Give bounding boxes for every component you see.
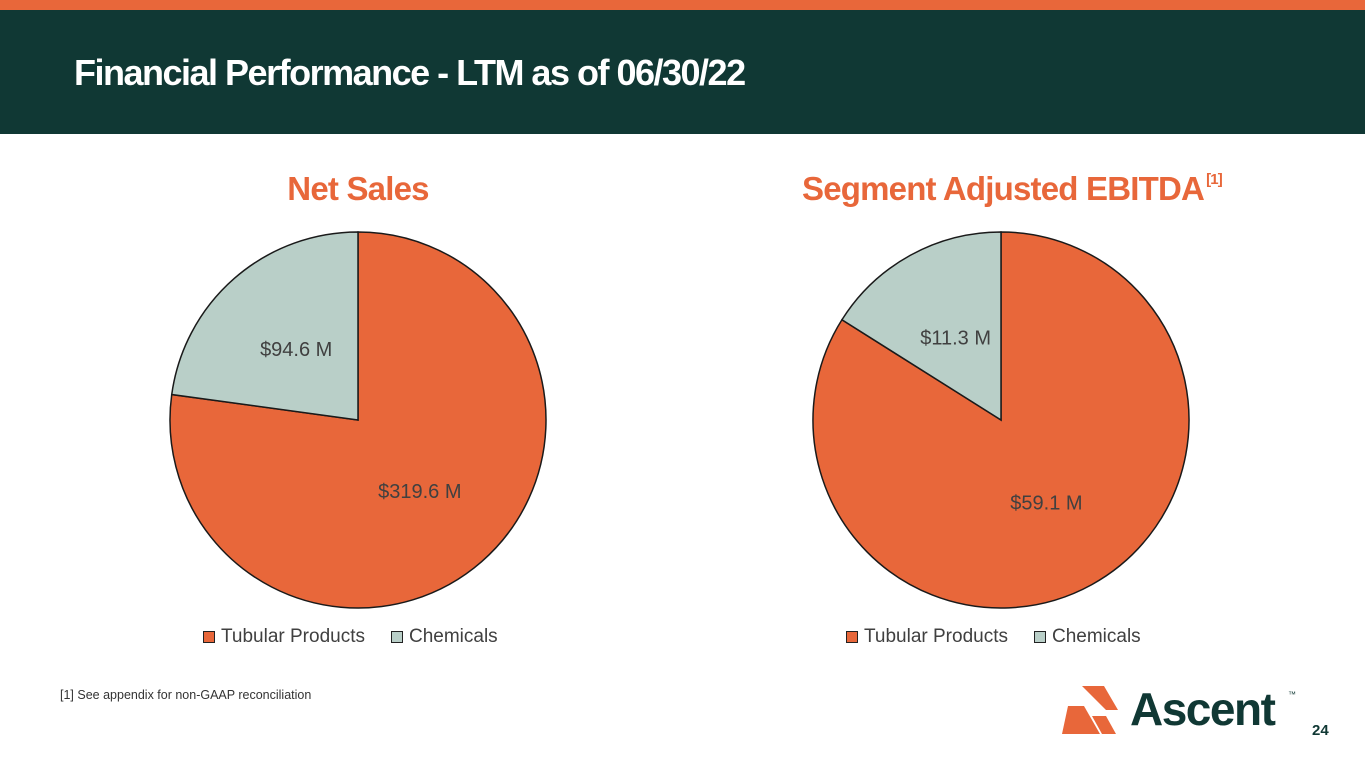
ascent-logo: Ascent ™	[1060, 683, 1300, 738]
net-sales-title-text: Net Sales	[287, 170, 429, 207]
page-title: Financial Performance - LTM as of 06/30/…	[74, 52, 746, 93]
legend-label-chemicals: Chemicals	[1051, 626, 1141, 647]
ebitda-title-footnote-marker: [1]	[1206, 171, 1223, 188]
net-sales-chart-title: Net Sales	[158, 170, 558, 208]
legend-swatch-tubular	[203, 631, 215, 643]
pie-data-label-chemicals: $94.6 M	[260, 339, 332, 361]
legend-label-tubular: Tubular Products	[221, 626, 365, 647]
legend-label-tubular: Tubular Products	[864, 626, 1008, 647]
net-sales-legend: Tubular Products Chemicals	[203, 626, 498, 648]
legend-swatch-tubular	[846, 631, 858, 643]
pie-slice-chemicals	[840, 231, 1002, 422]
ascent-logo-mark-icon	[1062, 686, 1118, 734]
legend-item-tubular: Tubular Products	[846, 626, 1008, 648]
legend-item-tubular: Tubular Products	[203, 626, 365, 648]
pie-data-label-chemicals: $11.3 M	[920, 328, 991, 350]
ebitda-chart-title: Segment Adjusted EBITDA [1]	[782, 170, 1242, 208]
ebitda-legend: Tubular Products Chemicals	[846, 626, 1141, 648]
pie-slice-chemicals	[170, 231, 359, 421]
legend-swatch-chemicals	[390, 631, 403, 643]
legend-swatch-chemicals	[1033, 631, 1046, 643]
page-number: 24	[1312, 722, 1329, 739]
ascent-logo-wordmark: Ascent	[1130, 683, 1276, 735]
footnote: [1] See appendix for non-GAAP reconcilia…	[60, 688, 312, 702]
pie-data-label-tubular: $319.6 M	[378, 481, 461, 503]
legend-item-chemicals: Chemicals	[390, 626, 498, 648]
legend-label-chemicals: Chemicals	[408, 626, 498, 647]
ebitda-title-text: Segment Adjusted EBITDA	[801, 170, 1205, 207]
pie-data-label-tubular: $59.1 M	[1010, 492, 1082, 514]
legend-item-chemicals: Chemicals	[1033, 626, 1141, 648]
header-bar	[0, 10, 1365, 134]
trademark-symbol: ™	[1288, 690, 1296, 699]
top-accent-stripe	[0, 0, 1365, 10]
